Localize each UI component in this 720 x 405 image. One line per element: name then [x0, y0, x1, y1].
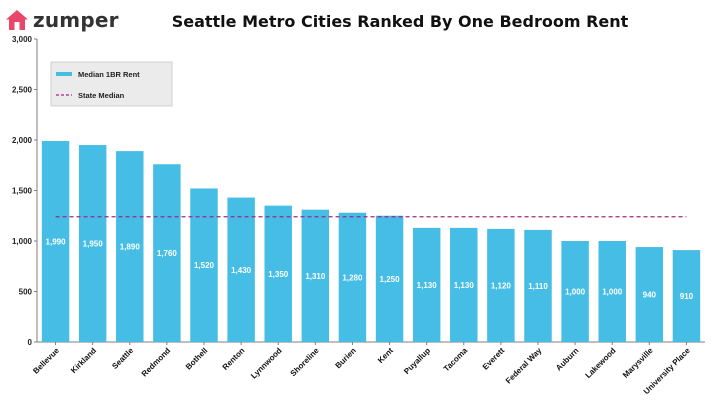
house-icon [6, 10, 28, 30]
data-label: 1,280 [342, 273, 363, 282]
x-tick-label: Everett [481, 346, 507, 372]
brand-name: zumper [33, 8, 119, 32]
x-tick-label: Burien [334, 346, 358, 370]
data-label: 1,250 [380, 275, 401, 284]
data-label: 1,310 [305, 272, 326, 281]
data-label: 940 [643, 291, 657, 300]
x-tick-label: Renton [221, 346, 247, 372]
x-tick-label: Seattle [110, 346, 135, 371]
data-label: 1,130 [454, 281, 475, 290]
x-tick-label: Shoreline [289, 346, 322, 379]
bar [412, 227, 441, 342]
data-label: 1,110 [528, 282, 548, 291]
bar [264, 205, 292, 342]
bar [672, 250, 701, 342]
y-tick-label: 2,000 [12, 136, 33, 145]
y-tick-label: 3,000 [12, 35, 33, 44]
x-tick-label: Kirkland [69, 346, 98, 375]
legend-box [50, 61, 173, 107]
x-tick-label: Redmond [140, 346, 173, 379]
bar [338, 212, 367, 342]
data-label: 1,430 [231, 266, 252, 275]
data-label: 1,130 [417, 281, 438, 290]
x-tick-label: Lakewood [584, 346, 618, 380]
legend-label: Median 1BR Rent [78, 70, 140, 79]
x-tick-label: Auburn [554, 346, 581, 373]
bar [375, 215, 404, 342]
zumper-logo[interactable]: zumper [5, 6, 119, 34]
y-tick-label: 1,000 [12, 237, 33, 246]
bar [301, 209, 330, 342]
data-label: 1,520 [194, 261, 215, 270]
data-label: 1,990 [46, 238, 67, 247]
data-label: 1,120 [491, 281, 512, 290]
x-tick-label: Federal Way [504, 346, 544, 386]
data-label: 1,000 [565, 288, 586, 297]
bar [524, 229, 552, 342]
bar [116, 151, 144, 342]
legend-label: State Median [78, 91, 125, 100]
bar [561, 241, 589, 342]
y-tick-label: 2,500 [12, 86, 33, 95]
data-label: 910 [680, 292, 694, 301]
data-label: 1,890 [120, 243, 141, 252]
bar [41, 141, 70, 342]
y-tick-label: 0 [28, 338, 33, 347]
bar [190, 188, 218, 342]
data-label: 1,000 [602, 288, 623, 297]
legend-swatch-bar [56, 72, 72, 76]
x-tick-label: Bellevue [31, 346, 61, 376]
data-label: 1,760 [157, 249, 178, 258]
bar [598, 241, 626, 342]
bar [635, 247, 664, 342]
x-tick-label: Kent [376, 346, 395, 365]
x-tick-label: Lynnwood [249, 346, 284, 381]
y-tick-label: 500 [19, 288, 33, 297]
bar [78, 145, 107, 342]
y-tick-label: 1,500 [12, 187, 33, 196]
data-label: 1,350 [268, 270, 289, 279]
bar [153, 164, 181, 342]
x-tick-label: Tacoma [442, 346, 470, 374]
x-tick-label: Puyallup [402, 346, 432, 376]
bar [227, 197, 255, 342]
bar [450, 227, 478, 342]
data-label: 1,950 [83, 240, 104, 249]
x-tick-label: Marysville [621, 346, 655, 380]
chart-title: Seattle Metro Cities Ranked By One Bedro… [171, 12, 629, 31]
x-tick-label: Bothell [184, 346, 210, 372]
bar [487, 228, 515, 342]
